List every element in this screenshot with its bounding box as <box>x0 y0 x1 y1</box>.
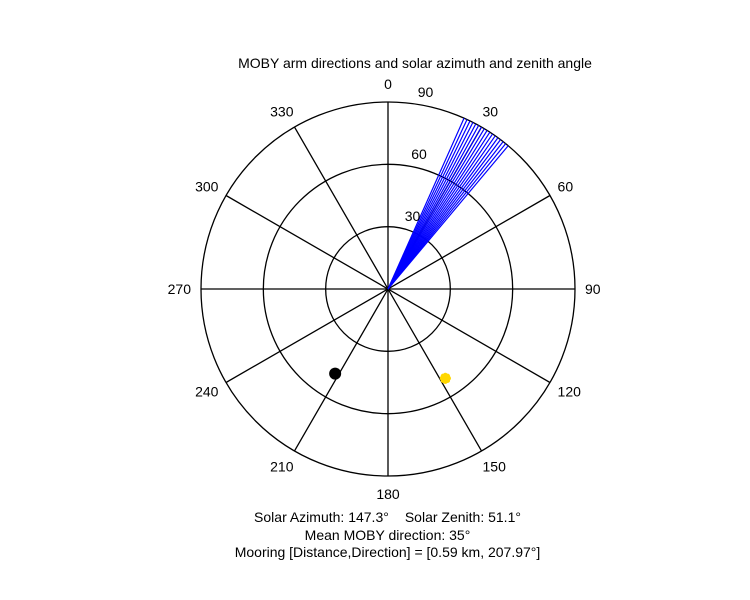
mean-direction-text: Mean MOBY direction: 35° <box>304 527 471 543</box>
angle-label-60: 60 <box>558 179 574 195</box>
angle-label-210: 210 <box>270 459 294 475</box>
solar-zenith-text: Solar Zenith: 51.1° <box>404 509 521 525</box>
moby-direction-line <box>387 145 509 290</box>
sun-marker <box>439 372 451 384</box>
radius-label-60: 60 <box>411 146 427 162</box>
data-marks <box>329 117 509 384</box>
angle-label-300: 300 <box>195 179 219 195</box>
radius-label-90: 90 <box>418 84 434 100</box>
tick-labels: 0 30 60 90 120 150 180 210 240 270 300 330 30 60 90 <box>168 76 601 502</box>
solar-caption: Solar Azimuth: 147.3° Solar Zenith: 51.1° <box>0 509 750 525</box>
radius-label-30: 30 <box>405 208 421 224</box>
angle-label-270: 270 <box>168 281 192 297</box>
angle-label-180: 180 <box>376 486 400 502</box>
angle-label-120: 120 <box>558 384 582 400</box>
angle-label-0: 0 <box>384 76 392 92</box>
chart-title: MOBY arm directions and solar azimuth an… <box>238 55 592 71</box>
angle-label-30: 30 <box>483 103 499 119</box>
angle-label-330: 330 <box>270 103 294 119</box>
sun-core <box>441 374 449 382</box>
mooring-marker <box>329 367 342 380</box>
angle-label-150: 150 <box>483 459 507 475</box>
mooring-text: Mooring [Distance,Direction] = [0.59 km,… <box>234 544 541 560</box>
angle-label-240: 240 <box>195 384 219 400</box>
angle-label-90: 90 <box>585 281 601 297</box>
solar-azimuth-text: Solar Azimuth: 147.3° <box>254 509 389 525</box>
